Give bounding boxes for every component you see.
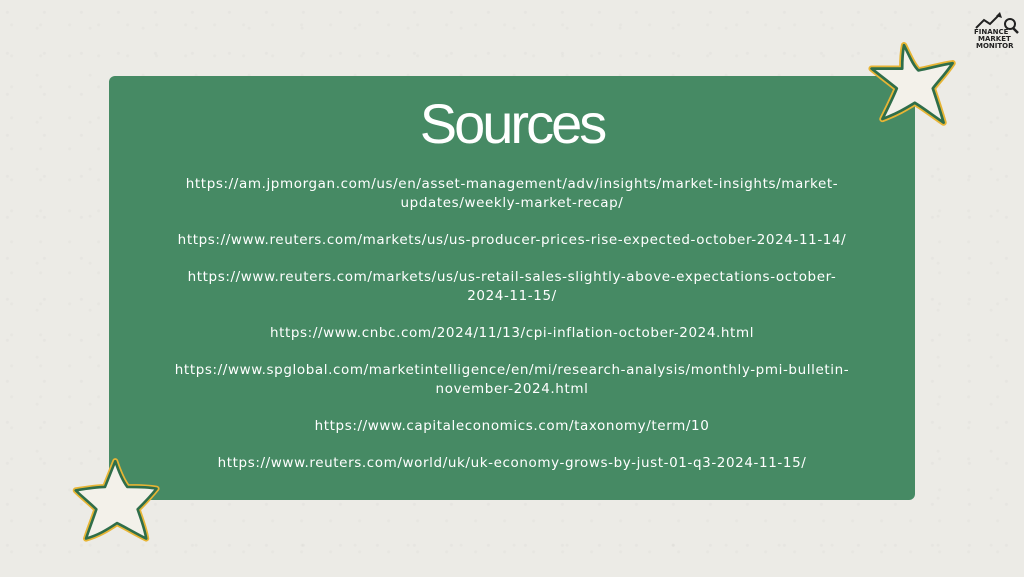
source-url-line[interactable]: https://www.cnbc.com/2024/11/13/cpi-infl… [269, 325, 755, 341]
source-url-line[interactable]: https://www.reuters.com/markets/us/us-re… [187, 269, 837, 285]
star-icon [72, 458, 160, 542]
arrow-icon [996, 12, 1002, 18]
source-url-line[interactable]: https://www.capitaleconomics.com/taxonom… [314, 418, 710, 434]
source-url-line[interactable]: november-2024.html [435, 381, 589, 397]
sources-list: https://am.jpmorgan.com/us/en/asset-mana… [150, 175, 874, 491]
logo-line-2: MARKET [978, 35, 1011, 43]
page-title: Sources [419, 92, 607, 155]
star-icon [868, 42, 956, 126]
source-url-line[interactable]: 2024-11-15/ [467, 288, 557, 304]
magnifier-icon [1004, 18, 1016, 30]
source-item[interactable]: https://www.reuters.com/markets/us/us-pr… [150, 231, 874, 250]
source-url-line[interactable]: updates/weekly-market-recap/ [400, 195, 624, 211]
source-url-line[interactable]: https://am.jpmorgan.com/us/en/asset-mana… [185, 176, 839, 192]
source-url-line[interactable]: https://www.reuters.com/markets/us/us-pr… [177, 232, 847, 248]
source-item[interactable]: https://am.jpmorgan.com/us/en/asset-mana… [150, 175, 874, 213]
finance-market-monitor-logo: FINANCE MARKET MONITOR [974, 12, 1019, 50]
logo-line-1: FINANCE [974, 28, 1009, 36]
source-item[interactable]: https://www.spglobal.com/marketintellige… [150, 361, 874, 399]
logo-line-3: MONITOR [976, 42, 1014, 50]
source-item[interactable]: https://www.reuters.com/markets/us/us-re… [150, 268, 874, 306]
source-url-line[interactable]: https://www.spglobal.com/marketintellige… [174, 362, 850, 378]
source-item[interactable]: https://www.reuters.com/world/uk/uk-econ… [150, 454, 874, 473]
source-item[interactable]: https://www.cnbc.com/2024/11/13/cpi-infl… [150, 324, 874, 343]
source-item[interactable]: https://www.capitaleconomics.com/taxonom… [150, 417, 874, 436]
chart-line-icon [975, 13, 1001, 29]
source-url-line[interactable]: https://www.reuters.com/world/uk/uk-econ… [217, 455, 807, 471]
sources-card [109, 76, 915, 500]
